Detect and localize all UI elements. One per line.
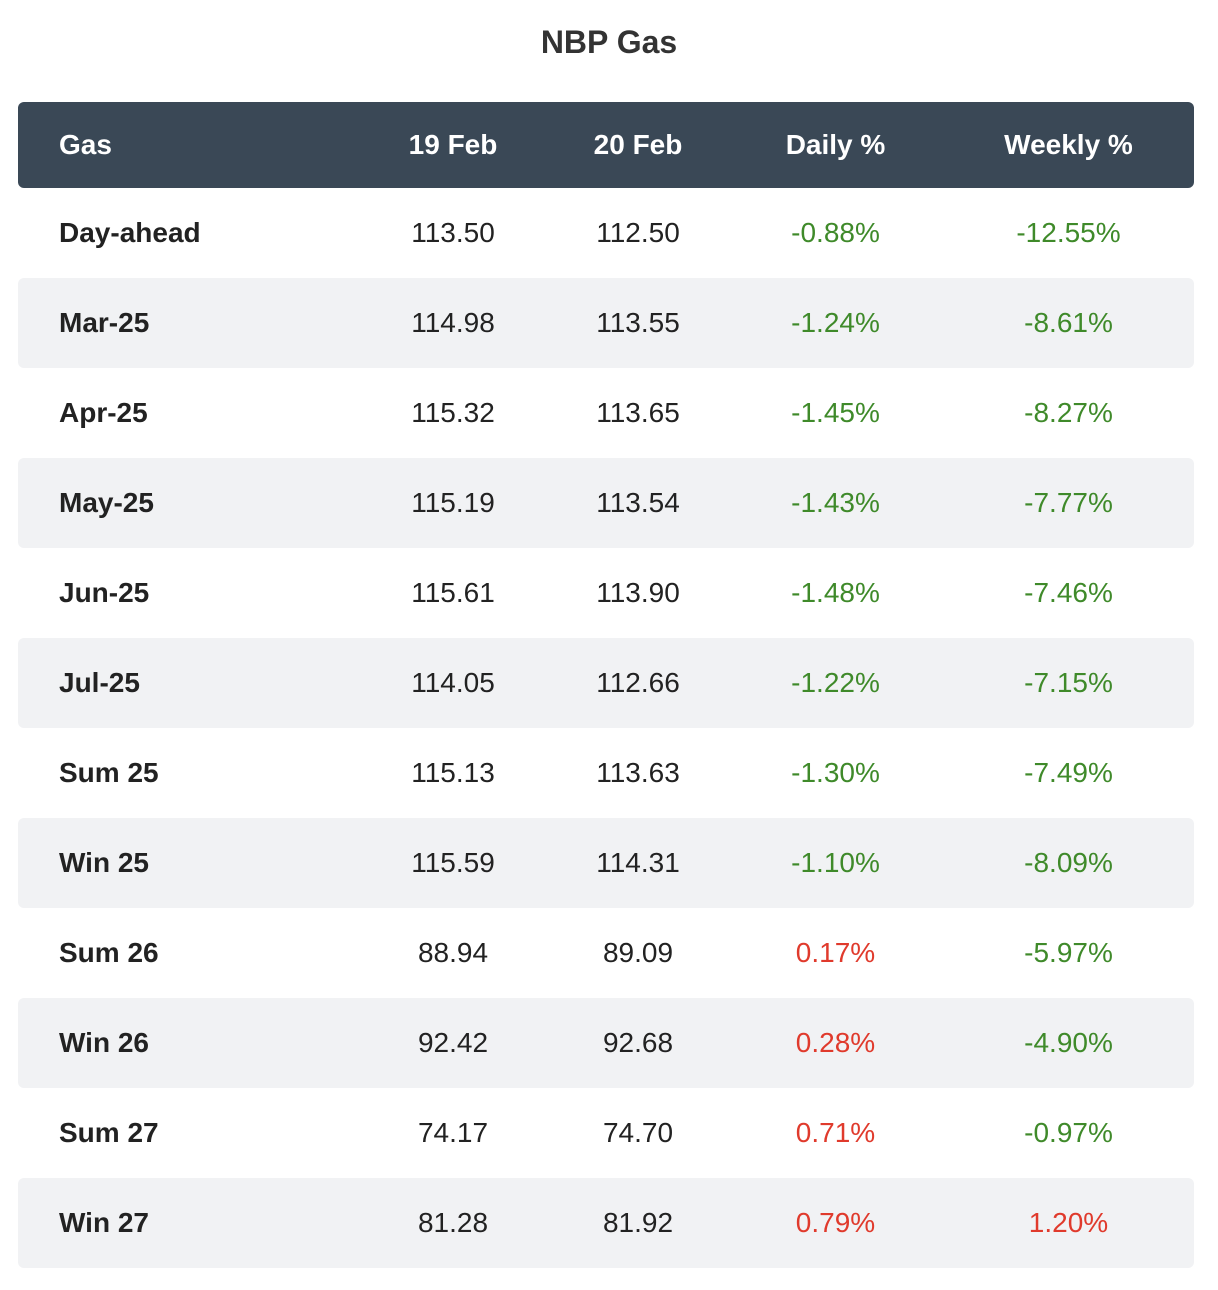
cell-weekly-pct: -8.61% [1024,307,1113,338]
row-label: May-25 [59,487,154,518]
page-title: NBP Gas [540,24,678,60]
cell-daily-pct: -1.30% [791,757,880,788]
cell-daily-pct: -1.45% [791,397,880,428]
column-header-gas: Gas [59,129,112,160]
column-header-20-feb: 20 Feb [593,129,683,160]
cell-daily-pct: 0.28% [795,1027,876,1058]
table-row: Sum 26 88.94 89.09 0.17% -5.97% [18,908,1194,998]
cell-19-feb: 115.32 [411,397,495,428]
cell-weekly-pct: -5.97% [1024,937,1113,968]
cell-19-feb: 115.59 [411,847,495,878]
cell-19-feb: 115.61 [411,577,495,608]
cell-daily-pct: -1.48% [791,577,880,608]
cell-daily-pct: 0.71% [795,1117,876,1148]
cell-daily-pct: 0.79% [795,1207,876,1238]
cell-20-feb: 113.90 [596,577,680,608]
cell-19-feb: 92.42 [417,1027,489,1058]
row-label: Mar-25 [59,307,150,338]
table-row: Sum 25 115.13 113.63 -1.30% -7.49% [18,728,1194,818]
cell-20-feb: 114.31 [596,847,680,878]
cell-19-feb: 114.05 [411,667,495,698]
row-label: Sum 25 [59,757,159,788]
row-label: Sum 27 [59,1117,159,1148]
cell-weekly-pct: -8.27% [1024,397,1113,428]
table-row: Sum 27 74.17 74.70 0.71% -0.97% [18,1088,1194,1178]
cell-daily-pct: -1.43% [791,487,880,518]
column-header-19-feb: 19 Feb [408,129,498,160]
table-row: May-25 115.19 113.54 -1.43% -7.77% [18,458,1194,548]
cell-19-feb: 81.28 [417,1207,489,1238]
cell-20-feb: 89.09 [602,937,674,968]
row-label: Win 26 [59,1027,149,1058]
cell-20-feb: 113.65 [596,397,680,428]
cell-19-feb: 88.94 [417,937,489,968]
cell-weekly-pct: -12.55% [1016,217,1121,248]
row-label: Win 25 [59,847,149,878]
column-header-weekly-pct: Weekly % [1004,129,1133,160]
table-row: Jul-25 114.05 112.66 -1.22% -7.15% [18,638,1194,728]
table-row: Win 27 81.28 81.92 0.79% 1.20% [18,1178,1194,1268]
table-row: Jun-25 115.61 113.90 -1.48% -7.46% [18,548,1194,638]
cell-20-feb: 113.63 [596,757,680,788]
cell-20-feb: 92.68 [602,1027,674,1058]
cell-19-feb: 114.98 [411,307,495,338]
table-row: Apr-25 115.32 113.65 -1.45% -8.27% [18,368,1194,458]
cell-weekly-pct: -7.46% [1024,577,1113,608]
cell-weekly-pct: -7.77% [1024,487,1113,518]
cell-daily-pct: 0.17% [795,937,876,968]
cell-daily-pct: -1.10% [791,847,880,878]
cell-20-feb: 74.70 [602,1117,674,1148]
cell-daily-pct: -0.88% [791,217,880,248]
cell-daily-pct: -1.24% [791,307,880,338]
cell-weekly-pct: -7.15% [1024,667,1113,698]
cell-weekly-pct: -7.49% [1024,757,1113,788]
cell-19-feb: 113.50 [411,217,495,248]
table-row: Mar-25 114.98 113.55 -1.24% -8.61% [18,278,1194,368]
row-label: Jul-25 [59,667,140,698]
cell-weekly-pct: -0.97% [1024,1117,1113,1148]
cell-19-feb: 115.13 [411,757,495,788]
row-label: Win 27 [59,1207,149,1238]
cell-daily-pct: -1.22% [791,667,880,698]
row-label: Sum 26 [59,937,159,968]
cell-20-feb: 113.55 [596,307,680,338]
column-header-daily-pct: Daily % [785,129,886,160]
cell-20-feb: 112.66 [596,667,680,698]
row-label: Apr-25 [59,397,148,428]
gas-price-table: Gas 19 Feb 20 Feb Daily % Weekly % Day-a… [18,102,1194,1268]
cell-20-feb: 113.54 [596,487,680,518]
table-row: Win 25 115.59 114.31 -1.10% -8.09% [18,818,1194,908]
table-header-row: Gas 19 Feb 20 Feb Daily % Weekly % [18,102,1194,188]
table-row: Win 26 92.42 92.68 0.28% -4.90% [18,998,1194,1088]
row-label: Jun-25 [59,577,150,608]
row-label: Day-ahead [59,217,201,248]
cell-weekly-pct: 1.20% [1028,1207,1109,1238]
table-body: Day-ahead 113.50 112.50 -0.88% -12.55% Mar-25… [18,188,1194,1268]
cell-weekly-pct: -8.09% [1024,847,1113,878]
cell-20-feb: 81.92 [602,1207,674,1238]
cell-19-feb: 74.17 [417,1117,489,1148]
cell-20-feb: 112.50 [596,217,680,248]
cell-19-feb: 115.19 [411,487,495,518]
cell-weekly-pct: -4.90% [1024,1027,1113,1058]
table-row: Day-ahead 113.50 112.50 -0.88% -12.55% [18,188,1194,278]
